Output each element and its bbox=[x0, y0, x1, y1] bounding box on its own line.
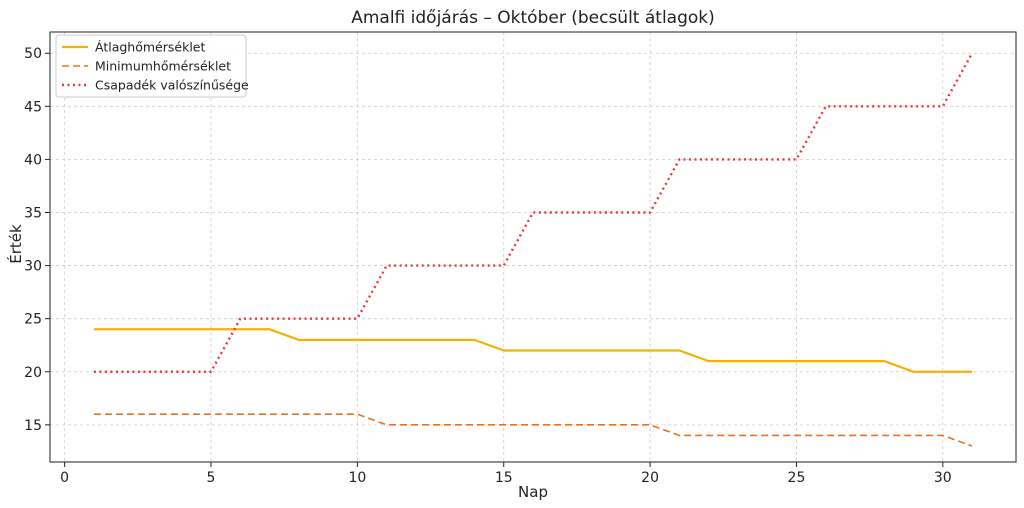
plot-frame bbox=[49, 31, 1017, 463]
x-tick-label: 15 bbox=[495, 470, 513, 486]
series-line-2 bbox=[93, 413, 973, 447]
x-tick-label: 30 bbox=[934, 470, 952, 486]
legend: Átlaghőmérséklet Minimumhőmérséklet Csapad… bbox=[55, 34, 249, 98]
legend-box bbox=[55, 34, 247, 98]
series-lines bbox=[93, 52, 974, 447]
legend-label-2: Minimumhőmérséklet bbox=[95, 59, 231, 74]
x-tick-label: 5 bbox=[207, 470, 216, 486]
x-tick-label: 0 bbox=[60, 470, 69, 486]
y-tick-label: 45 bbox=[24, 99, 42, 115]
series-line-3 bbox=[93, 52, 974, 373]
x-axis-label: Nap bbox=[518, 483, 548, 501]
y-tick-label: 20 bbox=[24, 365, 42, 381]
y-tick-label: 50 bbox=[24, 46, 42, 62]
y-tick-label: 30 bbox=[24, 259, 42, 275]
y-tick-label: 35 bbox=[24, 205, 42, 221]
legend-label-1: Átlaghőmérséklet bbox=[95, 40, 205, 55]
legend-label-3: Csapadék valószínűsége bbox=[95, 78, 249, 93]
x-tick-label: 10 bbox=[348, 470, 366, 486]
series-line-1 bbox=[93, 328, 973, 373]
x-tick-label: 25 bbox=[788, 470, 806, 486]
y-tick-label: 25 bbox=[24, 312, 42, 328]
y-tick-label: 15 bbox=[24, 418, 42, 434]
x-tick-label: 20 bbox=[641, 470, 659, 486]
y-tick-label: 40 bbox=[24, 152, 42, 168]
axis-ticks: 0 5 10 15 20 25 30 15 20 25 30 35 40 45 50 bbox=[24, 46, 952, 486]
y-axis-label: Érték bbox=[6, 224, 25, 264]
grid bbox=[50, 32, 1016, 462]
chart-title: Amalfi időjárás – Október (becsült átlag… bbox=[351, 8, 715, 28]
